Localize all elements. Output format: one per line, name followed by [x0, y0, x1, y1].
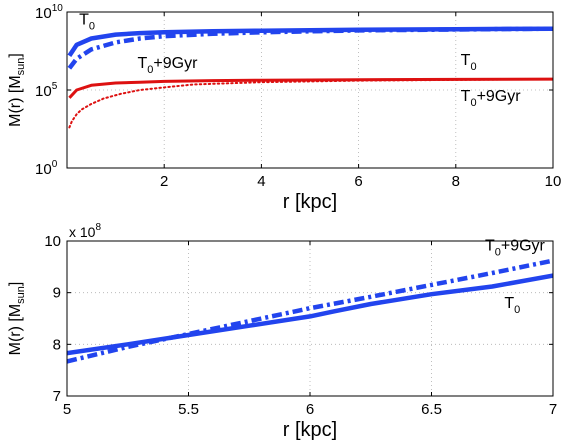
- y-label-main: M(r) [M: [7, 75, 24, 127]
- y-tick-label: 105: [35, 81, 58, 100]
- x-tick-label: 6: [306, 401, 314, 418]
- y-tick-label: 10: [44, 233, 61, 250]
- annotation-label: T0+9Gyr: [485, 237, 546, 258]
- x-tick-label: 4: [257, 173, 265, 190]
- y-axis-label: M(r) [Msun]: [7, 282, 27, 356]
- annotation-sub: 0: [495, 246, 501, 258]
- y-label-main: M(r) [M: [7, 304, 24, 356]
- annotation-base: T: [461, 88, 471, 105]
- annotation-base: T: [504, 295, 514, 312]
- y-label-close: ]: [7, 282, 24, 286]
- y-tick-label: 1010: [35, 3, 63, 22]
- x-tick-label: 6: [354, 173, 362, 190]
- y-label-sub: sun: [15, 58, 27, 76]
- annotation-sub: 0: [470, 97, 476, 109]
- x-tick-label: 5.5: [178, 401, 199, 418]
- annotation-sub: 0: [470, 61, 476, 73]
- annotation-rest: +9Gyr: [501, 237, 546, 254]
- y-label-sub: sun: [15, 286, 27, 304]
- y-tick-label: 100: [35, 159, 58, 178]
- x-tick-label: 8: [452, 173, 460, 190]
- annotation-rest: +9Gyr: [153, 55, 198, 72]
- series-line-2: [68, 77, 553, 99]
- annotation-base: T: [137, 55, 147, 72]
- annotation-label: T0+9Gyr: [137, 55, 198, 76]
- series-line-0: [67, 26, 553, 57]
- annotation-sub: 0: [147, 64, 153, 76]
- y-tick-label: 8: [53, 336, 61, 353]
- y-tick-base: 10: [35, 161, 52, 178]
- y-tick-exp: 0: [52, 159, 58, 170]
- annotation-base: T: [485, 237, 495, 254]
- annotation-rest: +9Gyr: [477, 88, 522, 105]
- y-tick-exp: 10: [52, 3, 64, 14]
- series-line-1: [67, 26, 553, 70]
- x-tick-label: 6.5: [421, 401, 442, 418]
- x-tick-label: 5: [63, 401, 71, 418]
- annotation-base: T: [79, 11, 89, 28]
- y-label-close: ]: [7, 53, 24, 57]
- series-line-1: [67, 258, 553, 364]
- x-tick-label: 10: [545, 173, 562, 190]
- y-multiplier-exp: 8: [95, 222, 101, 233]
- y-multiplier: x 108: [69, 222, 101, 240]
- series-line-3: [68, 78, 553, 129]
- annotation-label: T0+9Gyr: [461, 88, 522, 109]
- x-tick-label: 2: [160, 173, 168, 190]
- y-tick-label: 9: [53, 285, 61, 302]
- x-axis-label: r [kpc]: [283, 419, 337, 441]
- annotation-label: T0: [461, 52, 477, 73]
- y-tick-label: 7: [53, 388, 61, 405]
- annotation-sub: 0: [89, 20, 95, 32]
- y-tick-base: 10: [35, 83, 52, 100]
- annotation-label: T0: [79, 11, 95, 32]
- y-tick-base: 10: [35, 5, 52, 22]
- x-axis-label: r [kpc]: [283, 191, 337, 213]
- y-multiplier-base: x 10: [69, 224, 96, 240]
- annotation-label: T0: [504, 295, 520, 316]
- y-axis-label: M(r) [Msun]: [7, 53, 27, 127]
- y-tick-exp: 5: [52, 81, 58, 92]
- annotation-base: T: [461, 52, 471, 69]
- annotation-sub: 0: [514, 304, 520, 316]
- x-tick-label: 7: [549, 401, 557, 418]
